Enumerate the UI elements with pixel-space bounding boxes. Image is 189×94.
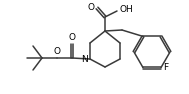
Text: OH: OH [119,6,133,14]
Text: O: O [68,33,75,42]
Text: O: O [88,3,95,11]
Text: F: F [163,63,168,72]
Text: N: N [81,55,88,64]
Text: O: O [53,47,60,56]
